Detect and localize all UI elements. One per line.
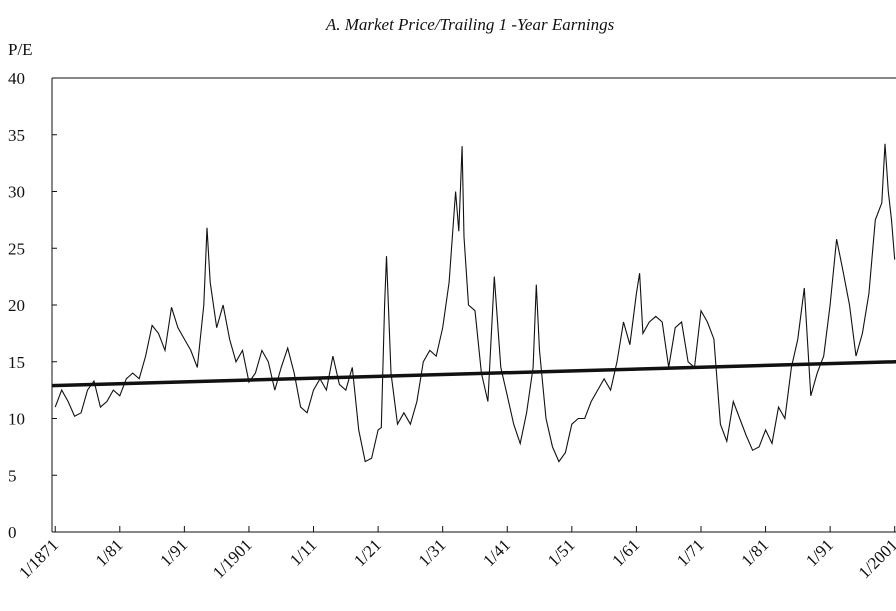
y-tick-label: 40 [8,69,25,88]
data-line [54,143,896,463]
x-tick-label: 1/11 [286,535,320,569]
y-tick-label: 5 [8,466,17,485]
x-tick-label: 1/81 [92,535,127,570]
x-tick-label: 1/1871 [15,535,62,582]
x-tick-label: 1/1901 [209,535,256,582]
x-tick-label: 1/41 [479,535,514,570]
y-tick-label: 35 [8,126,25,145]
x-tick-label: 1/31 [415,535,450,570]
y-tick-label: 30 [8,183,25,202]
y-tick-label: 20 [8,296,25,315]
trend-line [51,360,896,388]
y-axis-label: P/E [8,40,33,59]
x-tick-label: 1/91 [802,535,837,570]
x-tick-label: 1/61 [608,535,643,570]
x-tick-label: 1/71 [673,535,708,570]
chart-title: A. Market Price/Trailing 1 -Year Earning… [325,15,615,34]
y-tick-label: 15 [8,353,25,372]
y-tick-label: 0 [8,523,17,542]
x-tick-label: 1/51 [544,535,579,570]
x-tick-label: 1/21 [350,535,385,570]
y-tick-label: 10 [8,410,25,429]
x-tick-label: 1/91 [156,535,191,570]
x-tick-label: 1/81 [738,535,773,570]
x-tick-label: 1/2001 [855,535,896,582]
y-tick-label: 25 [8,239,25,258]
